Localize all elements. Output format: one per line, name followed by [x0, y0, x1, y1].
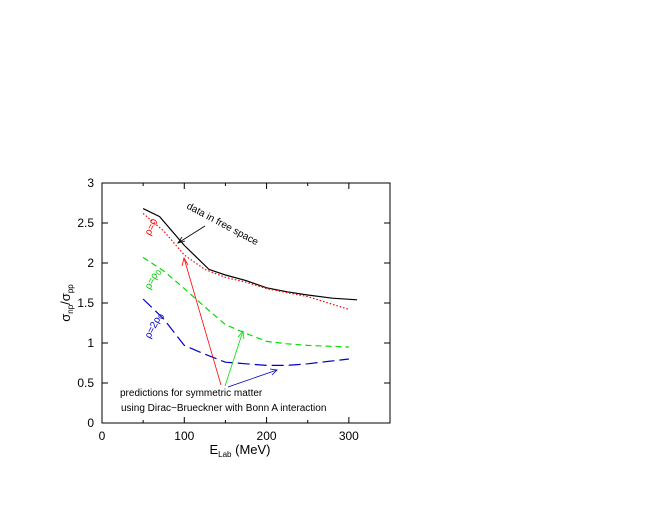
annotation-free-space-arrowhead: [177, 236, 186, 244]
x-tick-label: 0: [99, 429, 106, 443]
prediction-arrow-red: [183, 257, 222, 386]
series-line-rho_rho0: [142, 256, 349, 348]
x-tick-label: 100: [174, 429, 194, 443]
series-line-rho0: [142, 212, 350, 310]
series-line-rho_2rho0: [142, 298, 349, 366]
y-axis-title: σnp/σpp: [58, 284, 75, 322]
x-axis-title: ELab (MeV): [209, 442, 270, 459]
x-tick-label: 200: [257, 429, 277, 443]
x-axis-ticks: 0 100 200 300: [99, 183, 359, 443]
series-layer: [142, 208, 358, 366]
y-tick-label: 2: [87, 256, 94, 270]
annotation-free-space-arrow: [177, 225, 206, 244]
x-tick-label: 300: [339, 429, 359, 443]
y-tick-label: 1: [87, 336, 94, 350]
rho2-label: ρ=2ρ0: [143, 311, 167, 341]
prediction-arrow-green: [224, 330, 244, 387]
prediction-text-line1: predictions for symmetric matter: [120, 388, 263, 399]
series-line-free: [142, 208, 358, 301]
y-tick-label: 0: [87, 416, 94, 430]
prediction-arrowhead-green: [237, 330, 245, 340]
prediction-arrow-blue: [227, 369, 278, 388]
prediction-text-line2: using Dirac−Brueckner with Bonn A intera…: [121, 403, 326, 414]
rho1-label: ρ=ρ0: [143, 267, 164, 292]
y-tick-label: 1.5: [77, 296, 94, 310]
y-tick-label: 3: [87, 176, 94, 190]
y-axis-ticks: 0 0.5 1 1.5 2 2.5 3: [77, 176, 390, 430]
prediction-arrowhead-blue: [269, 368, 278, 376]
rho0-label: ρ=0: [143, 217, 161, 238]
prediction-arrowhead-red: [181, 256, 189, 267]
plot-frame: [101, 182, 391, 424]
y-tick-label: 2.5: [77, 216, 94, 230]
annotation-free-space: data in free space: [185, 201, 261, 248]
y-tick-label: 0.5: [77, 376, 94, 390]
